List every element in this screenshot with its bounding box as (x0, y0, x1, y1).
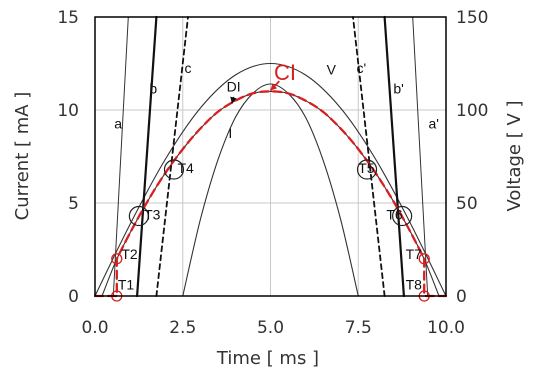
operating-point-marker (418, 253, 430, 265)
operating-point-marker (392, 205, 413, 227)
plot-curves (93, 15, 448, 298)
x-tick-label: 2.5 (169, 318, 196, 338)
annotation-t8: T8 (406, 276, 423, 292)
annotation-a-prime: a' (428, 116, 438, 132)
annotation-a: a (114, 116, 122, 132)
operating-point-marker (111, 253, 123, 265)
series-I-line (182, 83, 359, 297)
annotation-t5: T5 (358, 160, 375, 176)
x-tick-label: 7.5 (345, 318, 372, 338)
y-tick-label-right: 150 (456, 8, 488, 28)
y-tick-label-left: 5 (68, 194, 79, 214)
y-tick-label-right: 50 (456, 194, 478, 214)
plot-frame (94, 16, 447, 297)
annotation-ci: CI (274, 60, 296, 85)
y-tick-label-left: 15 (57, 8, 79, 28)
di-arrowhead (230, 96, 237, 104)
series-b-line (136, 15, 158, 298)
series-a-line (112, 16, 129, 297)
x-axis-title: Time [ ms ] (216, 348, 319, 369)
x-tick-label: 5.0 (257, 318, 284, 338)
y-axis-title-right: Voltage [ V ] (504, 100, 525, 211)
x-tick-label: 0.0 (81, 318, 108, 338)
y-tick-label-right: 100 (456, 101, 488, 121)
annotation-t1: T1 (118, 276, 135, 292)
x-tick-label: 10.0 (427, 318, 465, 338)
annotation-di: DI (227, 78, 241, 94)
operating-point-marker (356, 159, 378, 180)
operating-point-marker (163, 159, 185, 180)
series-c-prime-line (352, 16, 386, 297)
ci-arrowhead (270, 83, 278, 91)
annotation-b: b (149, 80, 157, 96)
annotation-c-prime: c' (356, 60, 366, 76)
series-V-line (94, 62, 447, 297)
annotation-t6: T6 (386, 207, 403, 223)
y-tick-label-left: 10 (57, 101, 79, 121)
annotations: CI DI V Ia b c a' b' c' T1 T2 T3 T4 T5 T6 T7 T8 (114, 60, 439, 293)
operating-point-marker (128, 205, 149, 227)
annotation-b-prime: b' (393, 80, 403, 96)
y-tick-label-left: 0 (68, 287, 79, 307)
series-CI-line (93, 90, 448, 298)
annotation-t7: T7 (406, 246, 423, 262)
series-c-line (155, 16, 189, 297)
series-a-prime-line (412, 16, 429, 297)
y-tick-label-right: 0 (456, 287, 467, 307)
annotation-t4: T4 (177, 160, 194, 176)
annotation-v: V (327, 62, 337, 78)
y-axis-title-left: Current [ mA ] (12, 92, 33, 221)
series-b-prime-line (383, 15, 405, 298)
annotation-t3: T3 (144, 207, 161, 223)
annotation-c: c (185, 60, 192, 76)
annotation-t2: T2 (121, 246, 138, 262)
annotation-i: I (228, 125, 232, 141)
